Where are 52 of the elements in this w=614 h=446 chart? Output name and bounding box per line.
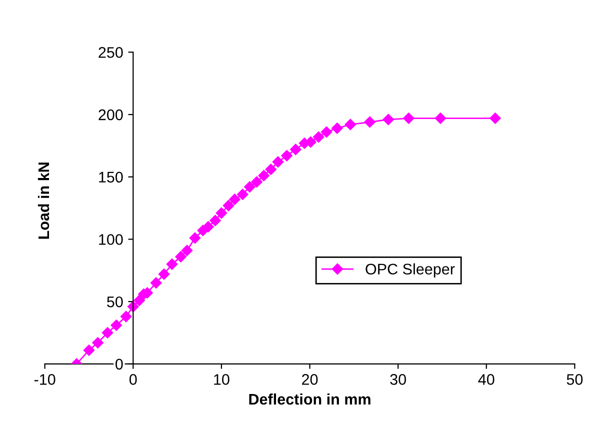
point [312, 131, 324, 143]
point [281, 150, 292, 162]
point [265, 164, 277, 176]
x-tick-label: 50 [566, 374, 583, 385]
legend-label: OPC Sleeper [366, 263, 455, 278]
point [216, 207, 228, 219]
point [332, 122, 343, 134]
point [222, 200, 234, 212]
point [128, 300, 139, 312]
point [237, 188, 248, 200]
y-tick-label: 250 [98, 47, 123, 58]
x-tick-label: 0 [129, 374, 137, 385]
x-tick-label: -10 [34, 374, 56, 385]
point [110, 320, 122, 331]
point [202, 221, 214, 232]
point [229, 194, 240, 205]
point [490, 112, 501, 124]
x-axis-title: Deflection in mm [249, 393, 370, 405]
point [158, 268, 170, 280]
point [434, 112, 446, 124]
y-tick-label: 200 [98, 109, 123, 120]
point [244, 181, 256, 192]
point [166, 258, 178, 270]
y-tick-label: 150 [99, 172, 123, 183]
y-tick-label: 50 [107, 296, 123, 308]
point [175, 251, 186, 262]
point [364, 116, 376, 128]
x-tick-label: 10 [214, 374, 230, 385]
point [344, 118, 356, 130]
point [210, 214, 221, 226]
y-tick-label: 0 [116, 358, 123, 370]
y-tick-label: 100 [99, 234, 123, 245]
point [251, 176, 262, 188]
point [83, 344, 95, 356]
point [403, 112, 414, 124]
point [382, 114, 394, 126]
point [181, 244, 193, 256]
point [290, 144, 302, 156]
x-tick-label: 30 [390, 374, 406, 385]
point [92, 337, 104, 348]
point [189, 232, 201, 244]
point [258, 170, 270, 182]
point [134, 294, 145, 306]
point [120, 310, 132, 322]
point [305, 136, 316, 148]
x-tick-label: 20 [302, 374, 318, 385]
point [272, 156, 284, 168]
point [320, 126, 332, 138]
point [150, 277, 162, 288]
y-axis-title: Load in kN [38, 162, 50, 239]
x-tick-label: 40 [478, 374, 494, 385]
point [102, 327, 114, 338]
